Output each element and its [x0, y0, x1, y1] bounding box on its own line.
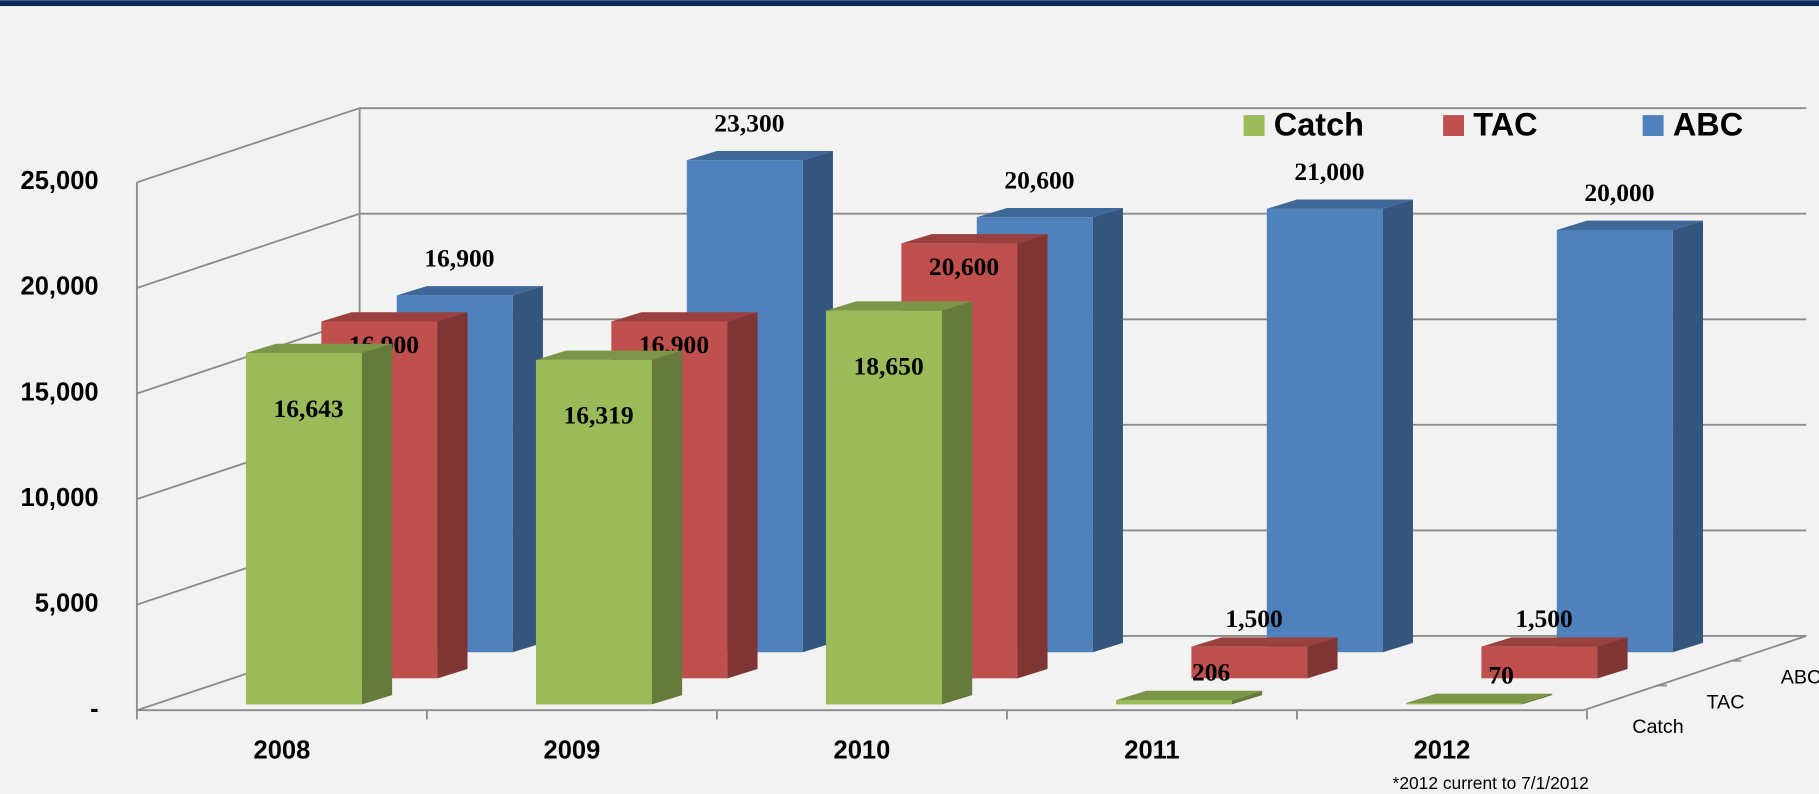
bar [1191, 646, 1308, 679]
legend-label: Catch [1274, 106, 1364, 142]
data-label: 20,000 [1584, 178, 1654, 207]
y-tick-label: 10,000 [21, 484, 99, 512]
bar [1481, 646, 1598, 679]
data-label: 16,900 [424, 243, 494, 272]
bar-top [901, 234, 1048, 244]
bar-side [1307, 637, 1338, 679]
data-label: 1,500 [1225, 604, 1282, 633]
bar-side [1382, 199, 1413, 653]
legend-swatch [1443, 115, 1465, 136]
bar-top [321, 312, 468, 322]
bar-side [437, 312, 468, 679]
bar [1556, 229, 1673, 653]
depth-label: ABC [1781, 667, 1819, 689]
bar-side [512, 286, 543, 653]
y-tick-label: 20,000 [21, 273, 99, 301]
bar [245, 353, 362, 705]
bar-top [1481, 637, 1628, 647]
grid-line [136, 212, 360, 289]
grid-line [136, 107, 360, 184]
bar-top [1266, 199, 1413, 209]
bar-top [396, 286, 543, 296]
bar-side [1092, 208, 1123, 653]
bar-top [611, 312, 758, 322]
bar [1406, 702, 1523, 705]
y-tick-label: 15,000 [21, 378, 99, 406]
legend-swatch [1642, 115, 1664, 136]
data-label: 70 [1488, 660, 1514, 689]
data-label: 206 [1192, 657, 1231, 686]
bar-top [825, 301, 973, 311]
bar-top [245, 343, 393, 354]
bar [1266, 208, 1383, 653]
bar-side [941, 301, 973, 705]
x-tick-label: 2009 [544, 737, 601, 765]
bar-side [361, 343, 393, 705]
footnote: *2012 current to 7/1/2012 [1393, 773, 1589, 793]
bar-side [1232, 690, 1263, 705]
legend-label: ABC [1673, 106, 1743, 142]
bar-top [1115, 690, 1263, 701]
data-label: 20,600 [929, 252, 999, 281]
bar [1115, 700, 1233, 705]
top-bar [0, 0, 1819, 7]
data-label: 23,300 [714, 108, 784, 137]
legend-swatch [1243, 115, 1265, 136]
y-tick-label: 25,000 [21, 167, 99, 195]
data-label: 16,319 [564, 401, 634, 430]
depth-label: Catch [1632, 716, 1684, 738]
data-label: 18,650 [854, 352, 924, 381]
data-label: 20,600 [1004, 165, 1074, 194]
x-tick-label: 2010 [834, 737, 891, 765]
bar-side [1672, 220, 1703, 653]
data-label: 21,000 [1294, 157, 1364, 186]
bar-top [535, 350, 683, 360]
data-label: 1,500 [1515, 604, 1572, 633]
y-tick-label: - [90, 695, 99, 723]
depth-label: TAC [1706, 691, 1744, 713]
data-label: 16,643 [273, 394, 343, 423]
y-tick-label: 5,000 [35, 589, 99, 617]
bar-side [651, 350, 683, 705]
bar-top [686, 150, 833, 161]
bar-top [1191, 637, 1338, 647]
bar-side [1017, 234, 1048, 679]
x-tick-label: 2008 [254, 737, 311, 765]
bar [535, 359, 652, 705]
legend-label: TAC [1473, 106, 1537, 142]
bar-side [1597, 637, 1628, 679]
bar-side [1522, 693, 1553, 705]
bar [825, 310, 942, 705]
bar-side [727, 312, 758, 679]
x-tick-label: 2012 [1414, 737, 1471, 765]
depth-axis [1583, 635, 1807, 712]
x-tick-label: 2011 [1124, 737, 1179, 765]
bar-side [802, 150, 833, 653]
bar-top [1556, 220, 1703, 230]
bar-top [976, 208, 1123, 218]
bar-top [1406, 693, 1553, 703]
